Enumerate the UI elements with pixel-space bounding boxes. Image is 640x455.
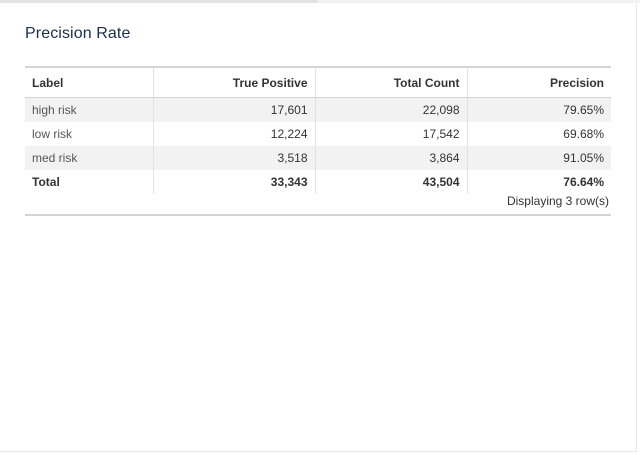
- cell-total-total-count: 43,504: [314, 170, 467, 194]
- cell-total-precision: 76.64%: [466, 170, 611, 194]
- cell-precision: 79.65%: [466, 97, 611, 122]
- precision-table: Label True Positive Total Count Precisio…: [25, 66, 611, 194]
- table-header-row: Label True Positive Total Count Precisio…: [25, 66, 611, 98]
- table-row: high risk 17,601 22,098 79.65%: [25, 97, 611, 122]
- cell-label: low risk: [25, 122, 153, 146]
- precision-rate-panel: Precision Rate Label True Positive Total…: [0, 3, 637, 452]
- cell-total-count: 3,864: [314, 146, 467, 170]
- table-row: med risk 3,518 3,864 91.05%: [25, 146, 611, 170]
- cell-total-true-positive: 33,343: [152, 170, 315, 194]
- cell-total-count: 17,542: [314, 122, 467, 146]
- cell-label: high risk: [25, 97, 153, 122]
- cell-total-count: 22,098: [314, 97, 467, 122]
- cell-true-positive: 12,224: [152, 122, 315, 146]
- precision-table-container: Label True Positive Total Count Precisio…: [25, 66, 611, 194]
- top-divider-right: [318, 0, 640, 3]
- panel-title: Precision Rate: [25, 25, 131, 42]
- cell-total-label: Total: [25, 170, 153, 194]
- table-row: low risk 12,224 17,542 69.68%: [25, 122, 611, 146]
- table-total-row: Total 33,343 43,504 76.64%: [25, 170, 611, 194]
- column-header-true-positive[interactable]: True Positive: [152, 66, 315, 98]
- cell-precision: 91.05%: [466, 146, 611, 170]
- cell-label: med risk: [25, 146, 153, 170]
- table-footer: Displaying 3 row(s): [25, 190, 611, 216]
- row-count-text: Displaying 3 row(s): [506, 194, 609, 208]
- cell-precision: 69.68%: [466, 122, 611, 146]
- column-header-total-count[interactable]: Total Count: [314, 66, 467, 98]
- column-header-label[interactable]: Label: [25, 66, 153, 98]
- column-header-precision[interactable]: Precision: [466, 66, 611, 98]
- cell-true-positive: 3,518: [152, 146, 315, 170]
- top-divider: [0, 0, 318, 3]
- cell-true-positive: 17,601: [152, 97, 315, 122]
